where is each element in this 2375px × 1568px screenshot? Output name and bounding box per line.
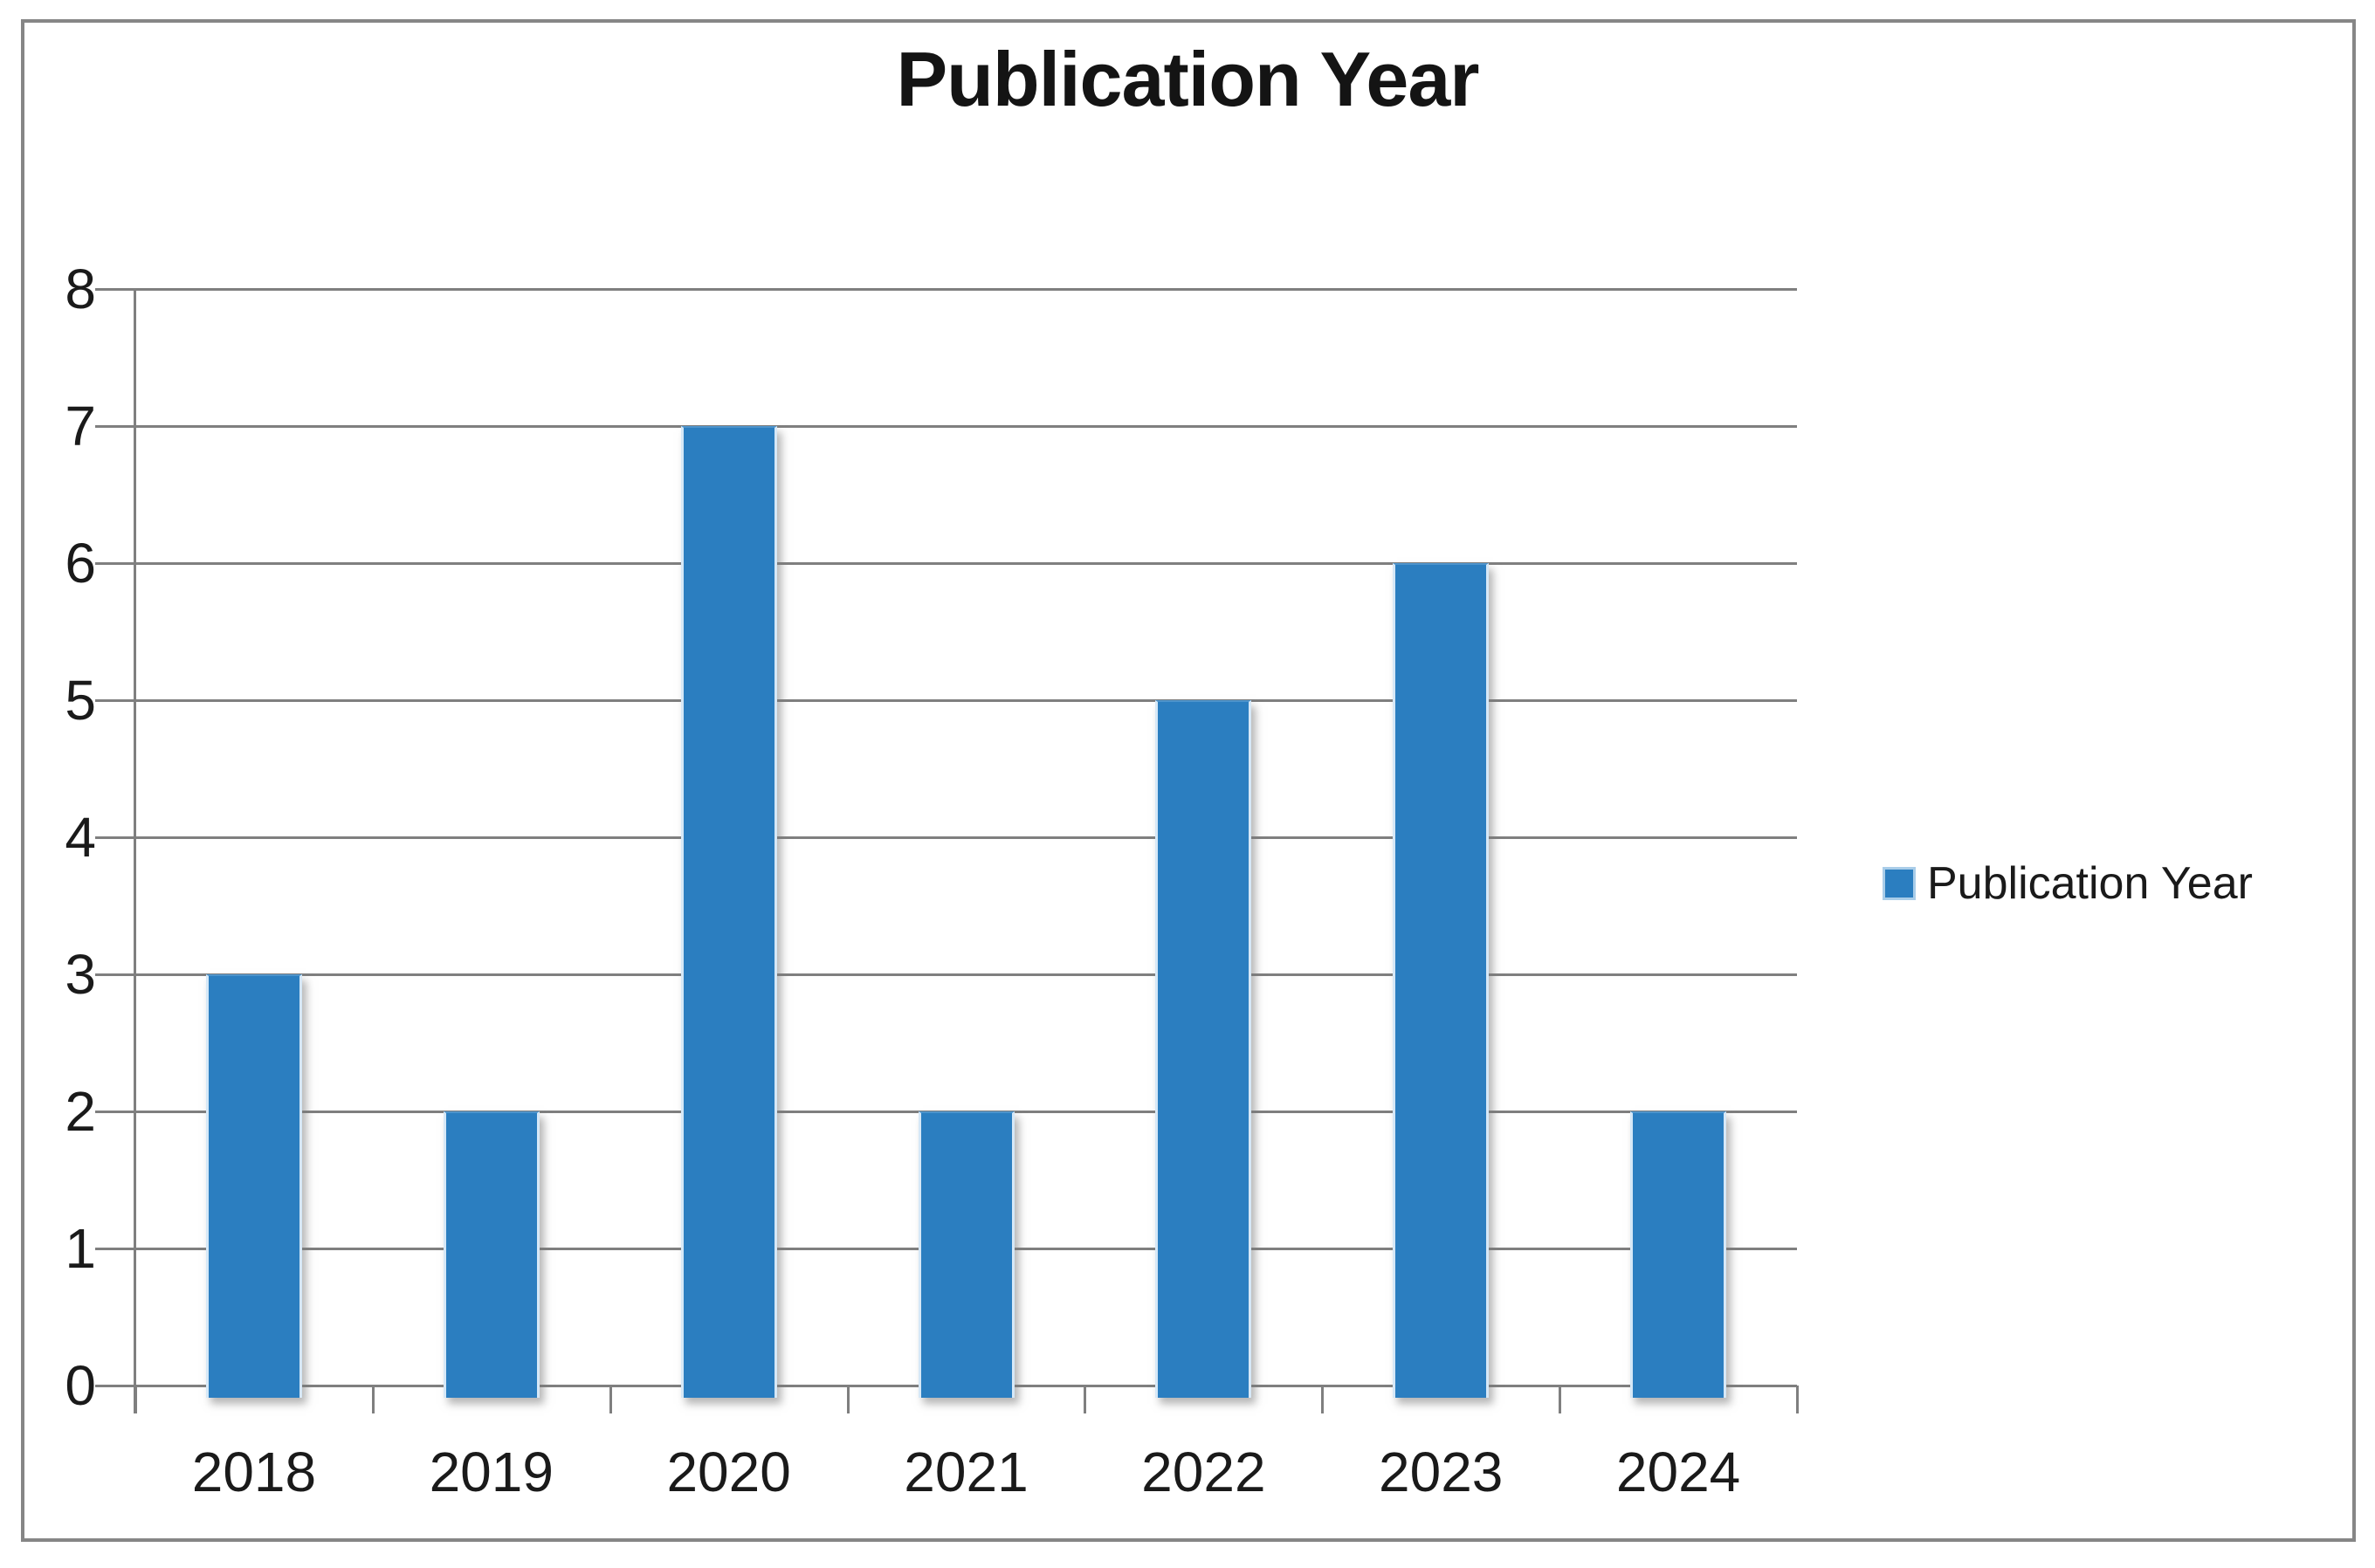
legend-marker-icon [1883, 867, 1916, 900]
x-axis-tick-1 [371, 1386, 375, 1413]
y-axis-label-7: 7 [65, 395, 96, 457]
y-axis-label-2: 2 [65, 1080, 96, 1143]
bar-2018 [205, 974, 302, 1398]
legend-label: Publication Year [1927, 858, 2253, 909]
y-axis-label-4: 4 [65, 806, 96, 869]
bar-2023 [1393, 563, 1490, 1398]
x-axis-tick-4 [1084, 1386, 1087, 1413]
y-axis-label-8: 8 [65, 258, 96, 320]
y-axis-tick-3 [95, 973, 135, 976]
y-axis-label-0: 0 [65, 1354, 96, 1417]
bar-2019 [443, 1111, 540, 1398]
y-axis-tick-5 [95, 699, 135, 702]
plot-area: 2018 2019 2020 2021 2022 2023 2024 [95, 288, 1799, 1503]
y-axis-tick-6 [95, 562, 135, 565]
x-axis-label-2019: 2019 [429, 1441, 554, 1503]
gridline-6 [135, 562, 1797, 565]
gridline-7 [135, 425, 1797, 428]
y-axis-tick-7 [95, 425, 135, 428]
x-axis-label-2021: 2021 [904, 1441, 1029, 1503]
x-axis-tick-3 [846, 1386, 850, 1413]
legend: Publication Year [1883, 858, 2253, 909]
x-axis-tick-2 [609, 1386, 612, 1413]
gridline-3 [135, 973, 1797, 976]
gridline-8 [135, 288, 1797, 291]
x-axis-label-2022: 2022 [1141, 1441, 1266, 1503]
x-axis-label-2018: 2018 [191, 1441, 317, 1503]
y-axis-label-3: 3 [65, 943, 96, 1006]
gridline-5 [135, 699, 1797, 702]
x-axis-label-2020: 2020 [666, 1441, 791, 1503]
y-axis-label-5: 5 [65, 669, 96, 732]
y-axis-tick-2 [95, 1111, 135, 1113]
x-axis-tick-6 [1559, 1386, 1562, 1413]
y-axis-line [134, 289, 136, 1413]
bar-2022 [1155, 700, 1252, 1398]
gridline-4 [135, 836, 1797, 839]
x-axis-label-2023: 2023 [1379, 1441, 1504, 1503]
x-axis-label-2024: 2024 [1615, 1441, 1741, 1503]
y-axis-tick-4 [95, 836, 135, 839]
bar-2021 [918, 1111, 1015, 1398]
y-axis-label-1: 1 [65, 1217, 96, 1280]
y-axis-label-6: 6 [65, 532, 96, 595]
y-axis-tick-0 [95, 1385, 135, 1387]
y-axis-tick-8 [95, 288, 135, 291]
chart-title: Publication Year [896, 36, 1479, 122]
bar-2024 [1630, 1111, 1727, 1398]
x-axis-tick-0 [134, 1386, 137, 1413]
x-axis-tick-7 [1796, 1386, 1799, 1413]
x-axis-tick-5 [1321, 1386, 1325, 1413]
bar-2020 [680, 426, 777, 1398]
y-axis-tick-1 [95, 1248, 135, 1250]
